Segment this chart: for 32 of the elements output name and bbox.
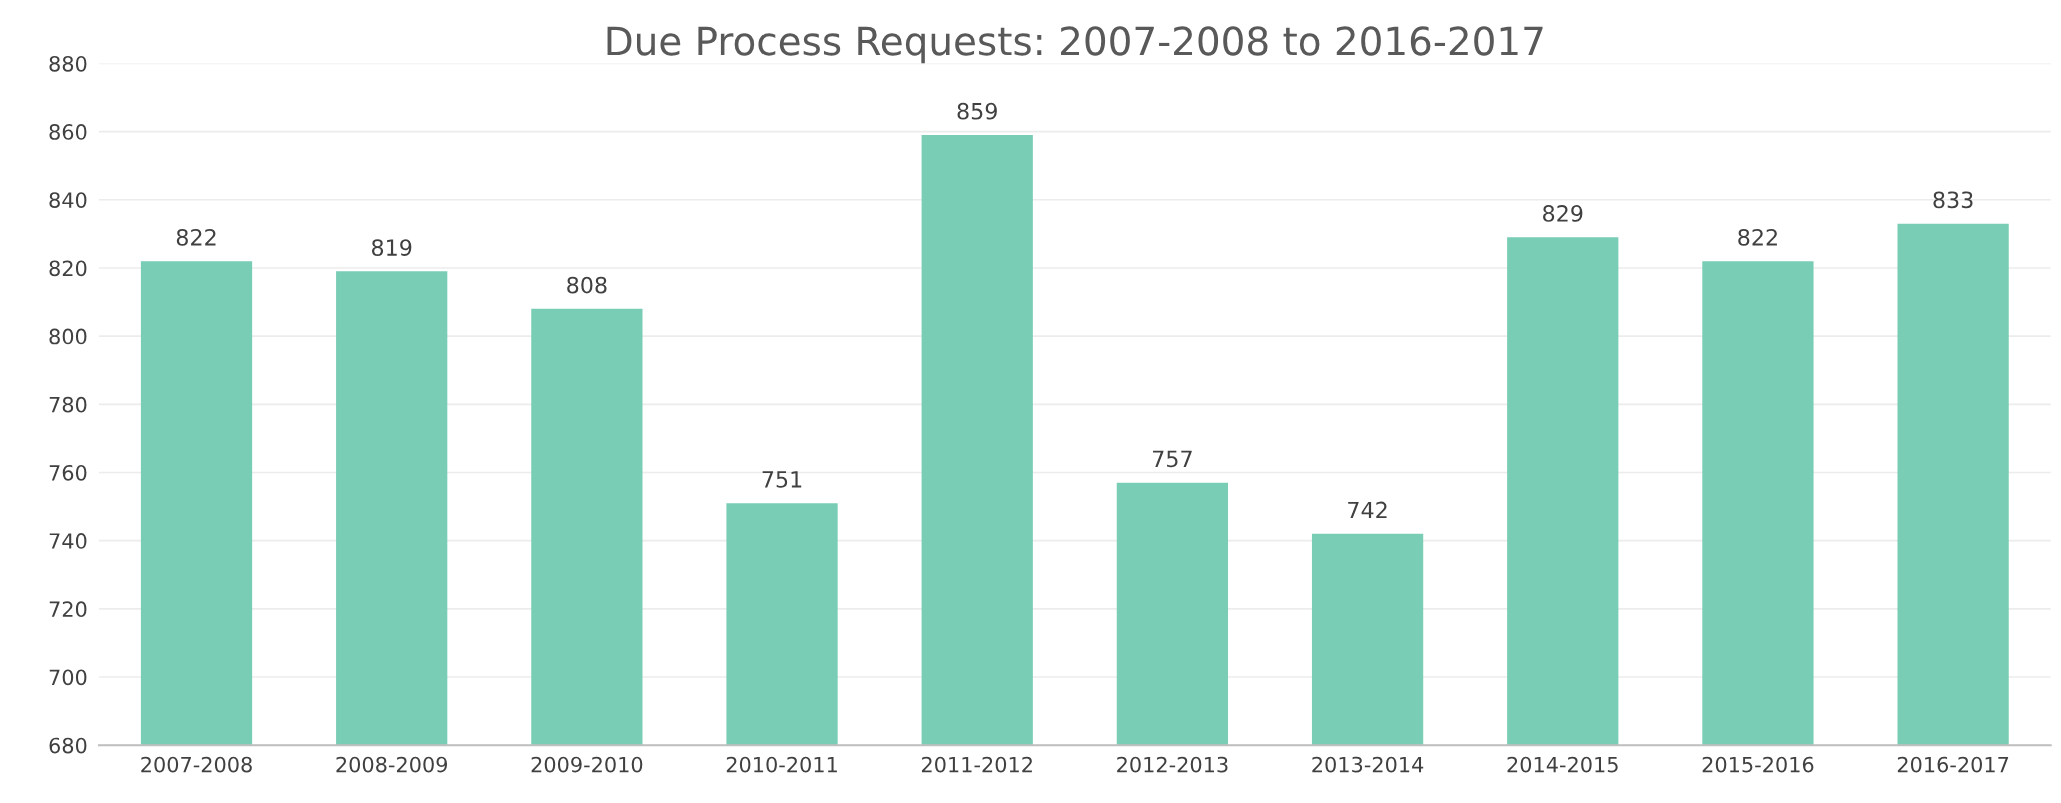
y-tick-label: 740 [49,533,87,549]
data-label: 859 [957,102,997,120]
y-tick-label: 680 [49,737,87,754]
data-label: 833 [1933,191,1973,209]
x-tick-label: 2014-2015 [1507,756,1618,773]
data-label: 808 [567,276,607,294]
chart-title: Due Process Requests: 2007-2008 to 2016-2017 [607,26,1543,64]
x-tick-label: 2007-2008 [141,756,252,773]
y-tick-label: 780 [49,396,87,413]
y-tick-label: 800 [49,328,87,345]
x-tick-label: 2011-2012 [921,756,1032,773]
data-label: 742 [1348,501,1387,519]
y-tick-label: 880 [49,55,87,72]
y-tick-label: 840 [49,192,87,208]
x-tick-label: 2008-2009 [336,756,448,773]
data-label: 829 [1543,205,1583,222]
x-tick-label: 2016-2017 [1897,756,2009,773]
data-label: 822 [1738,228,1777,246]
y-tick-label: 760 [49,464,87,481]
x-tick-label: 2009-2010 [531,756,643,773]
y-tick-label: 820 [49,260,87,277]
y-tick-label: 860 [49,124,87,140]
x-tick-label: 2012-2013 [1117,756,1228,773]
x-tick-label: 2010-2011 [726,756,837,773]
data-label: 751 [762,471,802,488]
data-label: 757 [1153,450,1192,468]
x-tick-label: 2013-2014 [1312,756,1424,773]
y-tick-label: 720 [49,601,87,618]
data-label: 819 [371,239,412,256]
x-tick-label: 2015-2016 [1702,756,1814,773]
y-tick-label: 700 [49,669,87,686]
data-label: 822 [176,228,216,246]
